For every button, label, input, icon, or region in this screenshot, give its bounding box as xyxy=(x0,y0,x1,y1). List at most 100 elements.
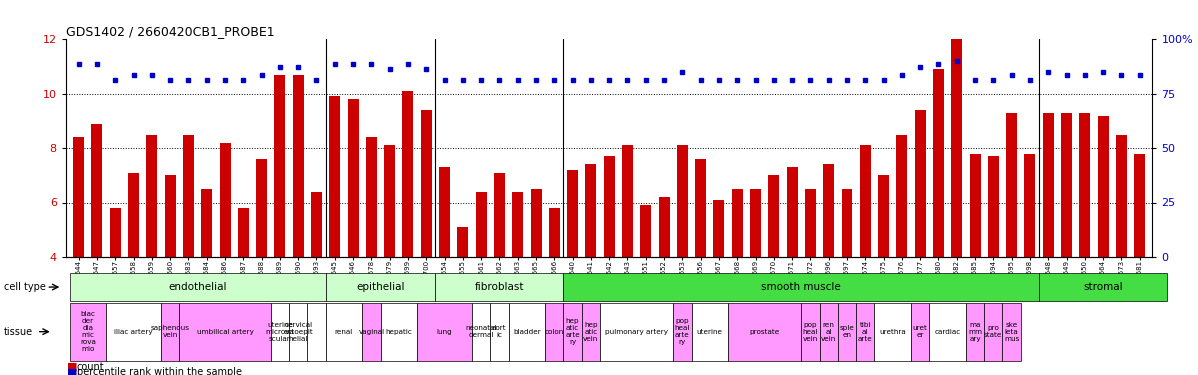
Bar xyxy=(1006,113,1017,257)
Bar xyxy=(458,227,468,257)
Bar xyxy=(238,208,249,257)
Text: colon: colon xyxy=(545,328,564,334)
Text: hepatic: hepatic xyxy=(386,328,412,334)
Text: sple
en: sple en xyxy=(840,325,854,338)
Text: pro
state: pro state xyxy=(984,325,1003,338)
Bar xyxy=(1115,135,1127,257)
Text: ■: ■ xyxy=(67,362,78,372)
Bar xyxy=(567,170,579,257)
Text: cell type: cell type xyxy=(4,282,46,292)
Text: smooth muscle: smooth muscle xyxy=(762,282,841,292)
Bar xyxy=(420,110,431,257)
Text: fibroblast: fibroblast xyxy=(474,282,525,292)
Text: urethra: urethra xyxy=(879,328,906,334)
Bar xyxy=(604,156,615,257)
Text: epithelial: epithelial xyxy=(356,282,405,292)
Bar xyxy=(201,189,212,257)
Text: hep
atic
vein: hep atic vein xyxy=(583,322,599,342)
Text: tissue: tissue xyxy=(4,327,32,337)
Bar xyxy=(878,176,889,257)
Text: lung: lung xyxy=(437,328,453,334)
Bar xyxy=(586,164,597,257)
Bar xyxy=(311,192,322,257)
Bar xyxy=(164,176,176,257)
Bar xyxy=(695,159,706,257)
Bar xyxy=(110,208,121,257)
Bar xyxy=(91,124,103,257)
Text: ■: ■ xyxy=(67,368,78,375)
Text: neonatal
dermal: neonatal dermal xyxy=(465,325,497,338)
Bar xyxy=(841,189,853,257)
Text: ma
mm
ary: ma mm ary xyxy=(968,322,982,342)
Bar xyxy=(714,200,725,257)
Bar xyxy=(805,189,816,257)
Bar xyxy=(128,172,139,257)
Text: GDS1402 / 2660420CB1_PROBE1: GDS1402 / 2660420CB1_PROBE1 xyxy=(66,25,274,38)
Bar xyxy=(1135,154,1145,257)
Text: uret
er: uret er xyxy=(913,325,927,338)
Bar xyxy=(969,154,980,257)
Bar xyxy=(1061,113,1072,257)
Bar xyxy=(732,189,743,257)
Bar xyxy=(274,75,285,257)
Bar xyxy=(531,189,541,257)
Text: renal: renal xyxy=(334,328,353,334)
Bar xyxy=(659,197,670,257)
Bar xyxy=(1042,113,1054,257)
Bar xyxy=(622,146,633,257)
Bar xyxy=(549,208,559,257)
Text: ren
al
vein: ren al vein xyxy=(821,322,836,342)
Bar xyxy=(750,189,761,257)
Bar xyxy=(256,159,267,257)
Bar xyxy=(914,110,926,257)
Text: cardiac: cardiac xyxy=(934,328,961,334)
Bar xyxy=(1079,113,1090,257)
Bar xyxy=(896,135,907,257)
Bar xyxy=(1097,116,1108,257)
Bar xyxy=(677,146,688,257)
Text: uterine
microva
scular: uterine microva scular xyxy=(266,322,295,342)
Bar xyxy=(768,176,780,257)
Text: endothelial: endothelial xyxy=(169,282,226,292)
Bar xyxy=(365,137,377,257)
Text: count: count xyxy=(77,362,104,372)
Text: hep
atic
arte
ry: hep atic arte ry xyxy=(565,318,580,345)
Bar xyxy=(787,167,798,257)
Bar xyxy=(385,146,395,257)
Text: saphenous
vein: saphenous vein xyxy=(151,325,189,338)
Bar xyxy=(513,192,524,257)
Text: ske
leta
mus: ske leta mus xyxy=(1004,322,1019,342)
Bar xyxy=(640,205,652,257)
Bar xyxy=(1024,154,1035,257)
Bar xyxy=(494,172,504,257)
Bar xyxy=(73,137,84,257)
Bar xyxy=(403,91,413,257)
Text: stromal: stromal xyxy=(1083,282,1123,292)
Text: pop
heal
vein: pop heal vein xyxy=(803,322,818,342)
Text: tibi
al
arte: tibi al arte xyxy=(858,322,872,342)
Text: pulmonary artery: pulmonary artery xyxy=(605,328,668,334)
Bar xyxy=(329,96,340,257)
Text: bladder: bladder xyxy=(513,328,540,334)
Bar xyxy=(292,75,304,257)
Text: iliac artery: iliac artery xyxy=(114,328,153,334)
Bar xyxy=(219,143,230,257)
Text: aort
ic: aort ic xyxy=(492,325,507,338)
Bar xyxy=(860,146,871,257)
Bar xyxy=(988,156,999,257)
Text: uterine: uterine xyxy=(697,328,722,334)
Text: blac
der
dia
mic
rova
mio: blac der dia mic rova mio xyxy=(80,311,96,352)
Text: cervical
ectoepit
helial: cervical ectoepit helial xyxy=(284,322,313,342)
Bar xyxy=(476,192,486,257)
Text: umbilical artery: umbilical artery xyxy=(196,328,254,334)
Bar xyxy=(951,34,962,257)
Text: pop
heal
arte
ry: pop heal arte ry xyxy=(674,318,690,345)
Bar xyxy=(933,69,944,257)
Text: prostate: prostate xyxy=(750,328,780,334)
Bar xyxy=(146,135,157,257)
Text: percentile rank within the sample: percentile rank within the sample xyxy=(77,368,242,375)
Bar xyxy=(823,164,834,257)
Bar xyxy=(183,135,194,257)
Bar xyxy=(347,99,358,257)
Bar xyxy=(438,167,450,257)
